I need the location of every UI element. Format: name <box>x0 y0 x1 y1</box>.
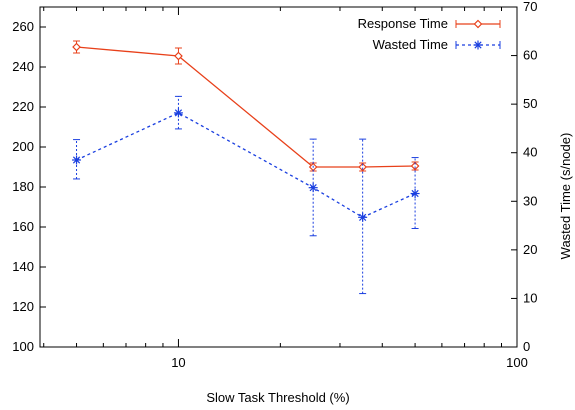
right-y-tick-label: 30 <box>523 193 537 208</box>
left-y-tick-label: 180 <box>12 179 34 194</box>
data-point <box>358 162 367 172</box>
left-y-tick-label: 260 <box>12 19 34 34</box>
left-y-tick-label: 220 <box>12 99 34 114</box>
right-y-tick-label: 20 <box>523 242 537 257</box>
x-axis-label: Slow Task Threshold (%) <box>206 390 349 405</box>
data-point <box>410 161 420 171</box>
data-point <box>173 108 183 118</box>
series-response-time <box>72 40 420 172</box>
error-bar <box>73 139 81 180</box>
right-y-tick-label: 60 <box>523 48 537 63</box>
marker-stroke <box>309 184 317 192</box>
marker-stroke <box>359 213 367 221</box>
legend-marker <box>473 19 483 29</box>
series-wasted-time <box>72 95 420 295</box>
legend-label: Response Time <box>358 16 448 31</box>
left-y-tick-label: 140 <box>12 259 34 274</box>
marker-stroke <box>72 156 81 164</box>
marker-stroke <box>474 41 482 49</box>
data-point <box>410 189 420 199</box>
legend-item: Response Time <box>358 16 501 31</box>
left-y-tick-label: 160 <box>12 219 34 234</box>
right-y-tick-label: 50 <box>523 96 537 111</box>
right-y-tick-label: 0 <box>523 339 530 354</box>
series-layer <box>72 40 420 295</box>
data-point <box>358 212 368 222</box>
right-y-tick-label: 10 <box>523 290 537 305</box>
data-point <box>174 51 183 61</box>
legend-label: Wasted Time <box>373 37 448 52</box>
x-tick-label: 10 <box>171 355 185 370</box>
right-y-axis-label: Wasted Time (s/node) <box>558 133 573 260</box>
marker-stroke <box>411 189 419 198</box>
data-point <box>308 183 318 193</box>
left-y-tick-label: 100 <box>12 339 34 354</box>
series-line <box>76 46 416 168</box>
axis-ticks <box>40 6 518 348</box>
legend-item: Wasted Time <box>373 37 501 52</box>
right-y-tick-label: 40 <box>523 145 537 160</box>
tick-labels: 100 120 140 160 180 200 220 240 260 0 10 20 30 40 50 60… <box>12 0 537 370</box>
left-y-tick-label: 240 <box>12 59 34 74</box>
legend-marker <box>473 40 483 50</box>
error-bar <box>411 157 419 229</box>
x-tick-label: 100 <box>506 355 528 370</box>
left-y-tick-label: 120 <box>12 299 34 314</box>
right-y-tick-label: 70 <box>523 0 537 14</box>
plot-frame <box>39 6 518 348</box>
left-y-tick-label: 200 <box>12 139 34 154</box>
plot-border <box>39 6 518 348</box>
marker-stroke <box>174 109 183 117</box>
legend: Response Time Wasted Time <box>358 16 501 52</box>
data-point <box>72 42 81 52</box>
data-point <box>72 155 82 165</box>
